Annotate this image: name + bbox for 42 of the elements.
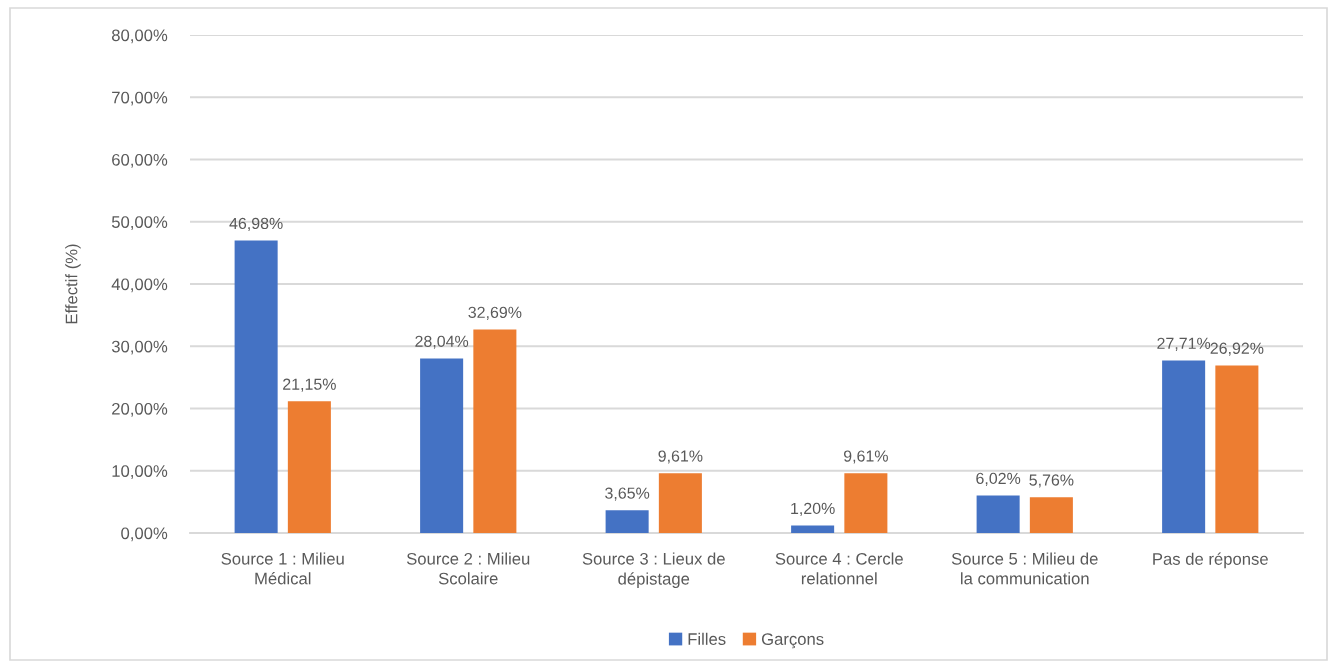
- data-label: 26,92%: [1210, 342, 1264, 356]
- y-tick-label: 20,00%: [112, 402, 168, 417]
- bar: [1029, 497, 1073, 533]
- bar: [791, 525, 835, 533]
- x-tick-label: Pas de réponse: [1153, 552, 1268, 569]
- data-label: 3,65%: [605, 487, 650, 501]
- y-tick-label: 30,00%: [111, 340, 168, 355]
- data-label: 9,61%: [658, 450, 703, 464]
- data-label: 46,98%: [229, 217, 283, 231]
- bar: [976, 495, 1020, 533]
- data-label: 28,04%: [415, 335, 469, 349]
- y-tick-label: 40,00%: [111, 278, 168, 293]
- x-tick-label: Source 5 : Milieu de la communication: [951, 552, 1098, 585]
- bar: [605, 510, 649, 533]
- bar: [473, 329, 517, 533]
- y-tick-label: 0,00%: [121, 527, 168, 542]
- bar: [420, 358, 464, 533]
- bar: [1215, 365, 1259, 533]
- data-label: 1,20%: [791, 502, 835, 516]
- bar: [658, 473, 702, 533]
- data-label: 6,02%: [976, 472, 1021, 486]
- data-label: 32,69%: [468, 306, 522, 320]
- data-label: 5,76%: [1029, 474, 1074, 488]
- legend-label: Filles: [688, 632, 726, 645]
- bar: [287, 401, 331, 533]
- y-tick-label: 70,00%: [112, 91, 168, 106]
- bar: [1162, 360, 1206, 533]
- bar: [844, 473, 888, 533]
- x-tick-label: Source 4 : Cercle relationnel: [775, 552, 903, 585]
- y-tick-label: 80,00%: [111, 29, 168, 44]
- x-tick-label: Source 3 : Lieux de dépistage: [582, 552, 725, 589]
- x-tick-label: Source 1 : Milieu Médical: [221, 552, 344, 585]
- data-label: 21,15%: [283, 378, 336, 392]
- x-tick-label: Source 2 : Milieu Scolaire: [406, 552, 530, 585]
- y-tick-label: 60,00%: [112, 153, 168, 168]
- data-label: 27,71%: [1157, 337, 1211, 351]
- legend-label: Garçons: [761, 633, 824, 649]
- y-tick-label: 50,00%: [111, 216, 168, 230]
- data-label: 9,61%: [843, 450, 888, 464]
- y-tick-label: 10,00%: [112, 465, 168, 479]
- bar: [234, 240, 278, 533]
- y-axis-title: Effectif (%): [65, 244, 81, 324]
